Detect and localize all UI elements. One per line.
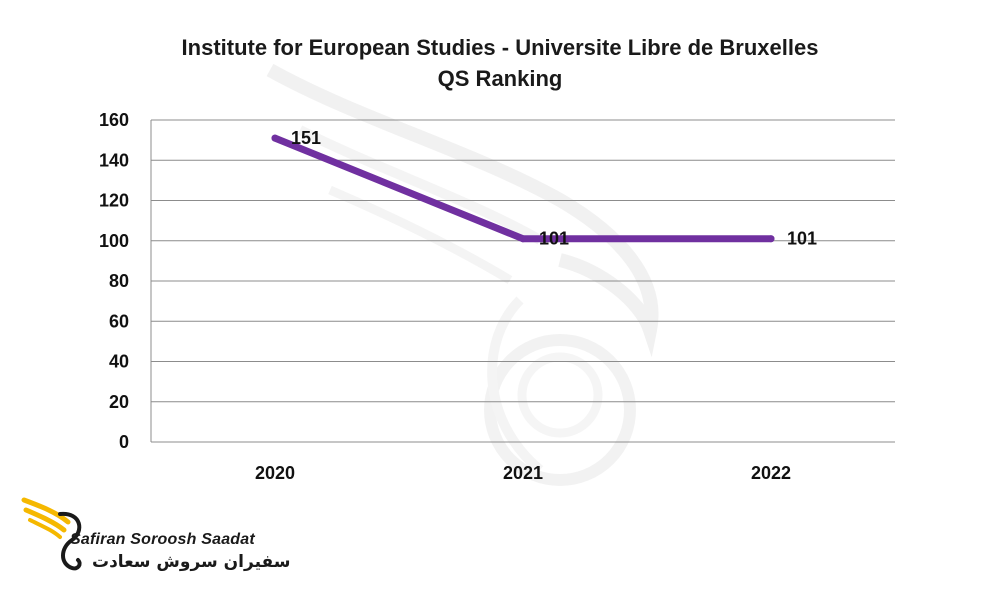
y-tick-label: 100 — [99, 231, 129, 251]
y-tick-label: 120 — [99, 191, 129, 211]
brand-name: Safiran Soroosh Saadat — [70, 531, 255, 548]
data-label: 151 — [291, 128, 321, 148]
data-point — [519, 235, 527, 243]
y-tick-label: 20 — [109, 392, 129, 412]
y-tick-label: 0 — [119, 432, 129, 452]
x-tick-label: 2020 — [255, 463, 295, 483]
swan-logo-icon — [21, 497, 82, 571]
y-tick-label: 160 — [99, 110, 129, 130]
swan-watermark-icon — [266, 63, 659, 486]
data-label: 101 — [539, 229, 569, 249]
x-tick-label: 2022 — [751, 463, 791, 483]
data-point — [271, 134, 279, 142]
y-tick-label: 40 — [109, 352, 129, 372]
x-tick-label: 2021 — [503, 463, 543, 483]
y-tick-label: 60 — [109, 311, 129, 331]
y-tick-label: 140 — [99, 150, 129, 170]
brand-name-fa: سفیران سروش سعادت — [92, 552, 291, 572]
chart-title: Institute for European Studies - Univers… — [181, 35, 819, 91]
data-label: 101 — [787, 229, 817, 249]
y-tick-label: 80 — [109, 271, 129, 291]
data-point — [767, 235, 775, 243]
brand-logo — [20, 492, 320, 582]
